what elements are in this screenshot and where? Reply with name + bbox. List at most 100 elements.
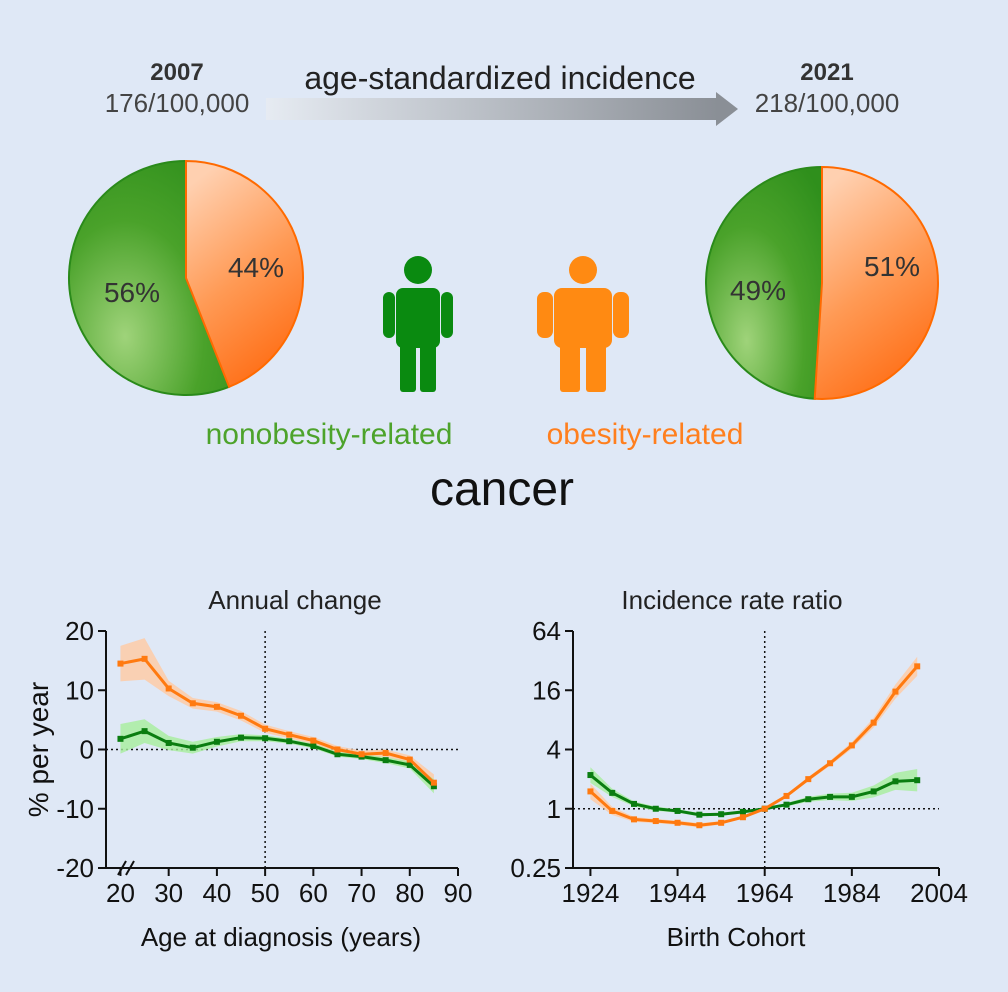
- chart-title: Annual change: [208, 585, 381, 615]
- y-tick-label: 1: [547, 794, 561, 824]
- y-axis-label: % per year: [23, 682, 54, 817]
- data-point-obesity-related: [189, 700, 196, 707]
- y-tick-label: -10: [56, 794, 94, 824]
- y-tick-label: 10: [65, 675, 94, 705]
- y-tick-label: -20: [56, 853, 94, 883]
- data-point-nonobesity-related: [213, 738, 220, 745]
- y-tick-label: 64: [532, 616, 561, 646]
- data-point-obesity-related: [718, 819, 725, 826]
- x-axis-label: Birth Cohort: [667, 922, 806, 952]
- data-point-obesity-related: [587, 788, 594, 795]
- data-point-nonobesity-related: [117, 735, 124, 742]
- data-point-obesity-related: [914, 663, 921, 670]
- rate-2007: 176/100,000: [105, 88, 250, 118]
- series-line-obesity-related: [120, 657, 435, 784]
- y-tick-label: 16: [532, 675, 561, 705]
- x-tick-label: 80: [395, 878, 424, 908]
- x-tick-label: 40: [202, 878, 231, 908]
- data-point-nonobesity-related: [609, 789, 616, 796]
- x-tick-label: 30: [154, 878, 183, 908]
- series-line-obesity-related: [589, 665, 919, 827]
- data-point-nonobesity-related: [652, 805, 659, 812]
- data-point-obesity-related: [286, 731, 293, 738]
- x-tick-label: 1944: [649, 878, 707, 908]
- data-point-obesity-related: [739, 814, 746, 821]
- data-point-obesity-related: [609, 807, 616, 814]
- x-tick-label: 70: [347, 878, 376, 908]
- x-tick-label: 20: [106, 878, 135, 908]
- data-point-nonobesity-related: [783, 801, 790, 808]
- data-point-obesity-related: [238, 712, 245, 719]
- data-point-nonobesity-related: [334, 751, 341, 758]
- data-point-obesity-related: [406, 756, 413, 763]
- arrow-icon: [266, 92, 738, 126]
- data-point-obesity-related: [892, 688, 899, 695]
- data-point-nonobesity-related: [739, 808, 746, 815]
- data-point-obesity-related: [382, 750, 389, 757]
- x-tick-label: 90: [444, 878, 473, 908]
- data-point-nonobesity-related: [892, 778, 899, 785]
- y-tick-label: 0.25: [510, 853, 561, 883]
- y-tick-label: 4: [547, 735, 561, 765]
- data-point-obesity-related: [213, 703, 220, 710]
- data-point-obesity-related: [870, 719, 877, 726]
- pie-label-nonobesity: 56%: [104, 277, 160, 308]
- annual-change-chart: Annual change -20 -10 0 10 20 20 30 40 50 60 70 80 90…: [23, 585, 472, 952]
- incidence-rate-ratio-chart: Incidence rate ratio 0.25 1 4 16 64 1924 1944 19…: [510, 585, 968, 952]
- data-point-nonobesity-related: [674, 807, 681, 814]
- chart-title: Incidence rate ratio: [621, 585, 842, 615]
- data-point-obesity-related: [761, 805, 768, 812]
- data-point-obesity-related: [141, 655, 148, 662]
- data-point-nonobesity-related: [805, 796, 812, 803]
- pie-slice-nonobesity: [68, 159, 231, 396]
- data-point-obesity-related: [358, 751, 365, 758]
- data-point-obesity-related: [848, 742, 855, 749]
- x-tick-label: 60: [299, 878, 328, 908]
- ci-band-nonobesity-related: [120, 719, 434, 794]
- data-point-nonobesity-related: [848, 793, 855, 800]
- x-tick-label: 2004: [910, 878, 968, 908]
- series-line-nonobesity-related: [589, 773, 918, 817]
- y-tick-label: 0: [80, 735, 94, 765]
- data-point-nonobesity-related: [696, 811, 703, 818]
- x-tick-label: 1984: [823, 878, 881, 908]
- pie-slice-nonobesity: [705, 165, 823, 400]
- data-point-nonobesity-related: [382, 757, 389, 764]
- data-point-obesity-related: [310, 737, 317, 744]
- pie-chart-2007: 56% 44%: [68, 159, 304, 396]
- incidence-title: age-standardized incidence: [304, 60, 695, 96]
- data-point-nonobesity-related: [587, 772, 594, 779]
- obesity-label: obesity-related: [547, 418, 744, 451]
- data-point-obesity-related: [827, 760, 834, 767]
- data-point-obesity-related: [334, 746, 341, 753]
- pie-chart-2021: 49% 51%: [705, 165, 939, 400]
- data-point-nonobesity-related: [406, 761, 413, 768]
- data-point-nonobesity-related: [165, 739, 172, 746]
- ci-band-obesity-related: [590, 656, 918, 828]
- data-point-obesity-related: [652, 818, 659, 825]
- cancer-label: cancer: [430, 463, 574, 516]
- data-point-nonobesity-related: [189, 744, 196, 751]
- data-point-nonobesity-related: [827, 793, 834, 800]
- data-point-nonobesity-related: [631, 800, 637, 807]
- year-2007: 2007: [150, 59, 203, 86]
- data-point-obesity-related: [783, 792, 790, 799]
- data-point-obesity-related: [430, 779, 437, 786]
- data-point-obesity-related: [631, 816, 637, 823]
- x-tick-label: 1924: [562, 878, 620, 908]
- nonobesity-label: nonobesity-related: [206, 418, 453, 451]
- data-point-nonobesity-related: [262, 735, 269, 742]
- data-point-nonobesity-related: [870, 788, 877, 795]
- pie-label-obesity: 44%: [228, 252, 284, 283]
- data-point-obesity-related: [117, 660, 124, 667]
- y-tick-label: 20: [65, 616, 94, 646]
- year-2021: 2021: [800, 59, 853, 86]
- x-tick-label: 50: [251, 878, 280, 908]
- data-point-nonobesity-related: [718, 811, 725, 818]
- data-point-obesity-related: [262, 725, 269, 732]
- pie-label-nonobesity: 49%: [730, 275, 786, 306]
- rate-2021: 218/100,000: [755, 88, 900, 118]
- data-point-nonobesity-related: [310, 742, 317, 749]
- person-icon-orange: [537, 256, 629, 392]
